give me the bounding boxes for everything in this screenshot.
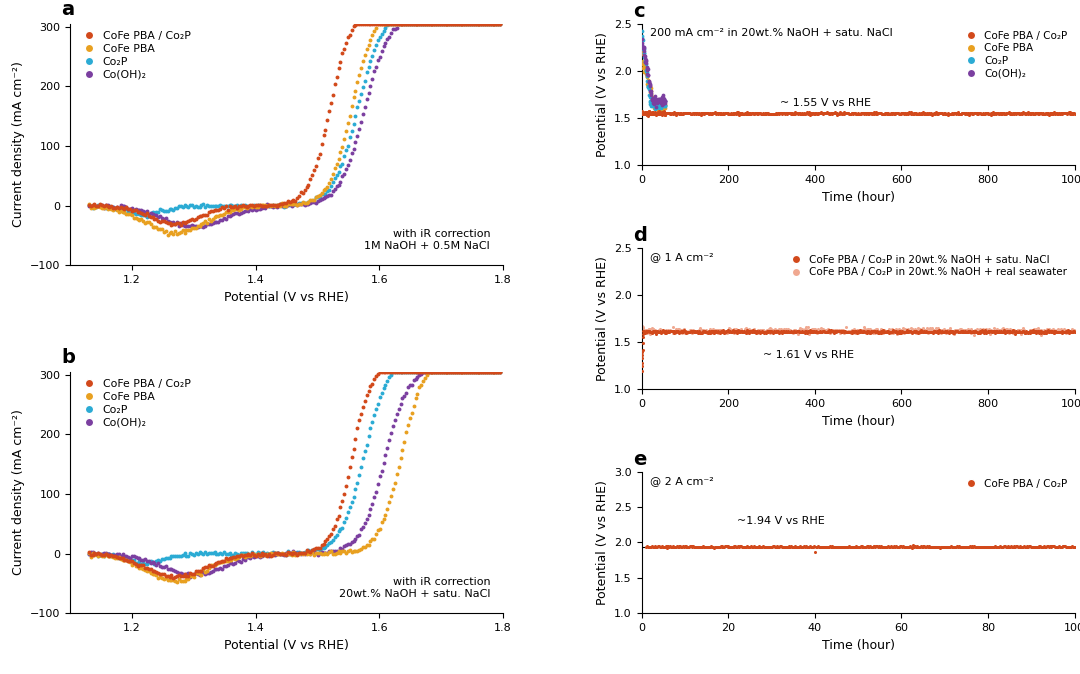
- Legend: CoFe PBA / Co₂P in 20wt.% NaOH + satu. NaCl, CoFe PBA / Co₂P in 20wt.% NaOH + re: CoFe PBA / Co₂P in 20wt.% NaOH + satu. N…: [783, 253, 1069, 280]
- Text: with iR correction
20wt.% NaOH + satu. NaCl: with iR correction 20wt.% NaOH + satu. N…: [339, 577, 490, 599]
- X-axis label: Time (hour): Time (hour): [822, 639, 894, 652]
- Text: 200 mA cm⁻² in 20wt.% NaOH + satu. NaCl: 200 mA cm⁻² in 20wt.% NaOH + satu. NaCl: [650, 28, 893, 38]
- Text: c: c: [633, 2, 645, 21]
- Y-axis label: Potential (V vs RHE): Potential (V vs RHE): [596, 32, 609, 157]
- Text: e: e: [633, 450, 647, 468]
- Text: ~1.94 V vs RHE: ~1.94 V vs RHE: [737, 516, 825, 526]
- X-axis label: Potential (V vs RHE): Potential (V vs RHE): [225, 290, 349, 303]
- Legend: CoFe PBA / Co₂P: CoFe PBA / Co₂P: [958, 477, 1069, 491]
- Legend: CoFe PBA / Co₂P, CoFe PBA, Co₂P, Co(OH)₂: CoFe PBA / Co₂P, CoFe PBA, Co₂P, Co(OH)₂: [76, 29, 192, 82]
- Text: a: a: [62, 0, 75, 19]
- Text: ~ 1.55 V vs RHE: ~ 1.55 V vs RHE: [780, 98, 872, 108]
- Legend: CoFe PBA / Co₂P, CoFe PBA, Co₂P, Co(OH)₂: CoFe PBA / Co₂P, CoFe PBA, Co₂P, Co(OH)₂: [958, 29, 1069, 81]
- Text: b: b: [62, 348, 76, 367]
- Text: @ 2 A cm⁻²: @ 2 A cm⁻²: [650, 476, 714, 486]
- Y-axis label: Current density (mA cm⁻²): Current density (mA cm⁻²): [12, 410, 25, 576]
- X-axis label: Potential (V vs RHE): Potential (V vs RHE): [225, 639, 349, 652]
- Y-axis label: Potential (V vs RHE): Potential (V vs RHE): [596, 256, 609, 381]
- Legend: CoFe PBA / Co₂P, CoFe PBA, Co₂P, Co(OH)₂: CoFe PBA / Co₂P, CoFe PBA, Co₂P, Co(OH)₂: [76, 377, 192, 429]
- Text: with iR correction
1M NaOH + 0.5M NaCl: with iR correction 1M NaOH + 0.5M NaCl: [364, 229, 490, 251]
- Text: @ 1 A cm⁻²: @ 1 A cm⁻²: [650, 252, 714, 262]
- X-axis label: Time (hour): Time (hour): [822, 191, 894, 204]
- Text: d: d: [633, 226, 647, 245]
- Y-axis label: Current density (mA cm⁻²): Current density (mA cm⁻²): [12, 61, 25, 227]
- Y-axis label: Potential (V vs RHE): Potential (V vs RHE): [596, 480, 609, 605]
- Text: ~ 1.61 V vs RHE: ~ 1.61 V vs RHE: [762, 350, 854, 360]
- X-axis label: Time (hour): Time (hour): [822, 415, 894, 427]
